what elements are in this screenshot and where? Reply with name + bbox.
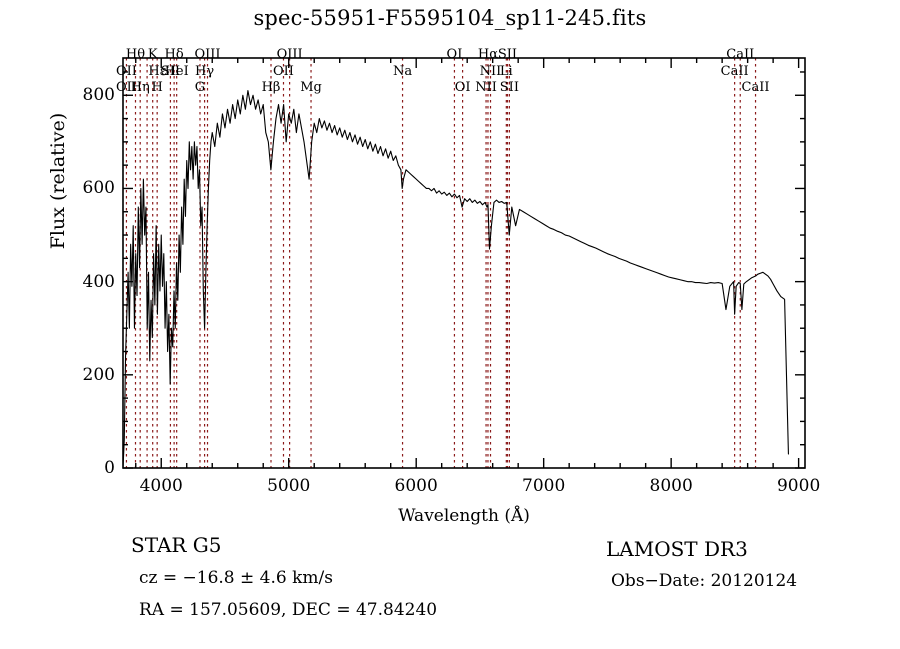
- spectral-line-label: Mg: [300, 80, 322, 95]
- object-type-label: STAR G5: [131, 533, 222, 557]
- axis-ticks: [123, 58, 805, 469]
- page-title: spec-55951-F5595104_sp11-245.fits: [253, 6, 647, 30]
- spectral-line-label: CaII: [720, 64, 749, 79]
- y-axis-label: Flux (relative): [47, 112, 69, 250]
- x-tick-label: 6000: [394, 476, 438, 496]
- spectral-line-label: Hη: [130, 80, 150, 95]
- spectral-line-label: OI: [446, 47, 463, 62]
- x-tick-label: 5000: [267, 476, 311, 496]
- spectral-line-label: Hε: [148, 64, 167, 79]
- spectral-line-label: HeI: [164, 64, 189, 79]
- y-tick-label: 200: [82, 364, 115, 385]
- y-tick-label: 0: [104, 458, 115, 478]
- x-tick-label: 8000: [649, 476, 693, 496]
- spectral-line-label: Na: [392, 64, 413, 79]
- y-tick-label: 800: [82, 85, 115, 106]
- spectral-line-label: SII: [160, 64, 180, 79]
- spectral-line-label: SII: [499, 80, 519, 95]
- spectral-line-label: CaII: [741, 80, 770, 95]
- spectrum-trace: [122, 90, 789, 469]
- spectral-line-label: OIII: [194, 47, 221, 62]
- spectral-line-label: Li: [499, 64, 513, 79]
- spectral-line-label: OII: [115, 64, 137, 79]
- plot-frame: [122, 57, 806, 469]
- obs-date-label: Obs−Date: 20120124: [611, 571, 798, 591]
- spectral-line-label: SII: [497, 47, 518, 62]
- y-tick-label: 600: [82, 178, 115, 199]
- x-tick-label: 7000: [522, 476, 566, 496]
- spectral-line-label: Hβ: [261, 80, 281, 95]
- coordinates-label: RA = 157.05609, DEC = 47.84240: [139, 600, 438, 620]
- spectral-line-label: Hγ: [195, 64, 215, 79]
- spectral-line-label: K: [147, 47, 158, 62]
- spectral-line-label: Hδ: [164, 47, 184, 62]
- x-tick-label: 9000: [776, 476, 821, 496]
- spectral-line-label: OII: [115, 80, 137, 95]
- x-axis-label: Wavelength (Å): [398, 506, 530, 526]
- spectral-line-label: NII: [475, 80, 497, 95]
- spectral-line-label: CaII: [726, 47, 755, 62]
- emission-line-markers: [125, 58, 757, 468]
- spectral-line-label: OI: [454, 80, 471, 95]
- redshift-velocity-label: cz = −16.8 ± 4.6 km/s: [139, 568, 333, 588]
- x-tick-label: 4000: [139, 476, 183, 496]
- spectral-line-label: G: [194, 80, 206, 95]
- spectral-line-label: Hθ: [125, 47, 146, 62]
- y-tick-label: 400: [82, 271, 115, 292]
- spectral-line-label: NII: [479, 64, 502, 79]
- spectral-line-label: H: [151, 80, 163, 95]
- spectral-line-label: OIII: [276, 47, 303, 62]
- spectral-line-label: Hα: [477, 47, 499, 62]
- survey-label: LAMOST DR3: [606, 537, 748, 561]
- spectral-line-label: OII: [273, 64, 294, 79]
